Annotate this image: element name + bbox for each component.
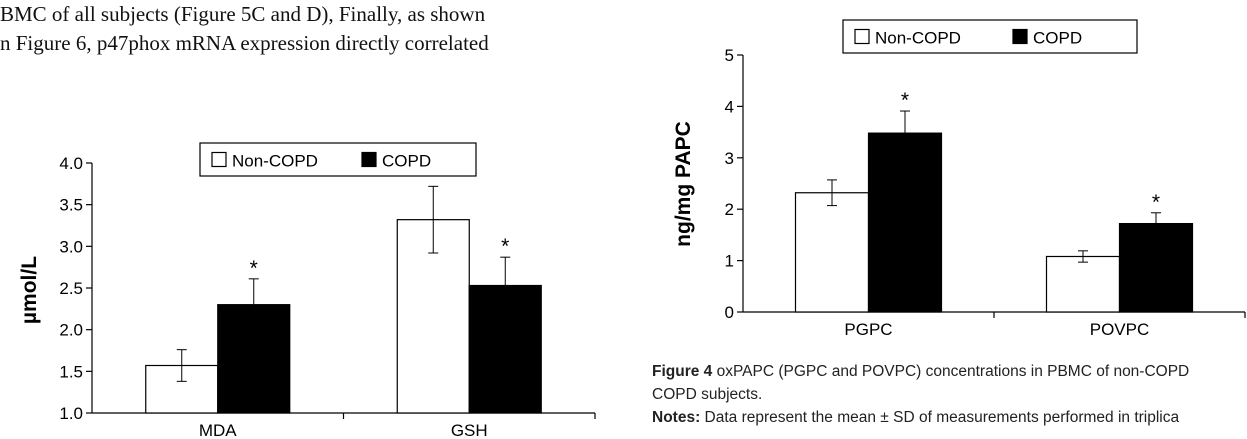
y-tick-label: 2.5: [59, 279, 83, 298]
y-tick-label: 2.0: [59, 321, 83, 340]
x-tick-label: GSH: [451, 421, 488, 439]
legend-box: [199, 142, 477, 177]
y-tick-label: 3.0: [59, 237, 83, 256]
body-text-line: n Figure 6, p47phox mRNA expression dire…: [0, 31, 489, 55]
x-tick-label: POVPC: [1090, 320, 1150, 339]
legend-swatch-copd: [361, 151, 377, 168]
significance-marker: *: [1152, 191, 1160, 214]
x-tick-label: MDA: [199, 421, 237, 439]
significance-marker: *: [501, 235, 509, 258]
y-tick-label: 0: [725, 303, 734, 322]
caption-text: oxPAPC (PGPC and POVPC) concentrations i…: [712, 363, 1190, 380]
significance-marker: *: [250, 257, 258, 280]
legend-swatch-non-copd: [854, 28, 870, 45]
y-axis-label: µmol/L: [18, 256, 41, 324]
significance-marker: *: [901, 89, 909, 112]
y-tick-label: 1.5: [59, 362, 83, 381]
bar-non-copd-pgpc: [794, 192, 870, 313]
y-tick-label: 4.0: [59, 154, 83, 173]
legend-label-copd: COPD: [1033, 29, 1082, 48]
figure-caption: Figure 4 oxPAPC (PGPC and POVPC) concent…: [652, 360, 1247, 429]
chart-left-mda-gsh: 1.0 1.5 2.0 2.5 3.0 3.5 4.0 MDA * GSH * µmol/L Non-C…: [18, 142, 596, 439]
y-tick-label: 3.5: [59, 196, 83, 215]
body-text-line: BMC of all subjects (Figure 5C and D), F…: [0, 2, 486, 26]
y-tick-label: 1: [725, 252, 734, 271]
legend-label-non-copd: Non-COPD: [875, 29, 961, 48]
y-axis-label: ng/mg PAPC: [672, 121, 695, 247]
legend-swatch-copd: [1012, 28, 1028, 45]
caption-figure-label: Figure 4: [652, 363, 713, 380]
caption-notes-label: Notes:: [652, 409, 701, 426]
y-tick-label: 4: [725, 97, 734, 116]
caption-text-line2: COPD subjects.: [652, 386, 763, 403]
bar-non-copd-povpc: [1045, 255, 1121, 313]
y-tick-label: 3: [725, 149, 734, 168]
x-tick-label: PGPC: [844, 320, 892, 339]
y-tick-label: 5: [725, 46, 734, 65]
body-text-paragraph: BMC of all subjects (Figure 5C and D), F…: [0, 0, 600, 58]
legend-label-non-copd: Non-COPD: [232, 152, 318, 171]
legend-box: [842, 19, 1138, 54]
legend-label-copd: COPD: [382, 152, 431, 171]
caption-notes-text: Data represent the mean ± SD of measurem…: [700, 409, 1180, 426]
legend-swatch-non-copd: [211, 151, 227, 168]
bar-copd-povpc: [1118, 222, 1194, 313]
y-tick-label: 1.0: [59, 404, 83, 423]
bar-copd-pgpc: [867, 132, 943, 313]
y-tick-label: 2: [725, 200, 734, 219]
